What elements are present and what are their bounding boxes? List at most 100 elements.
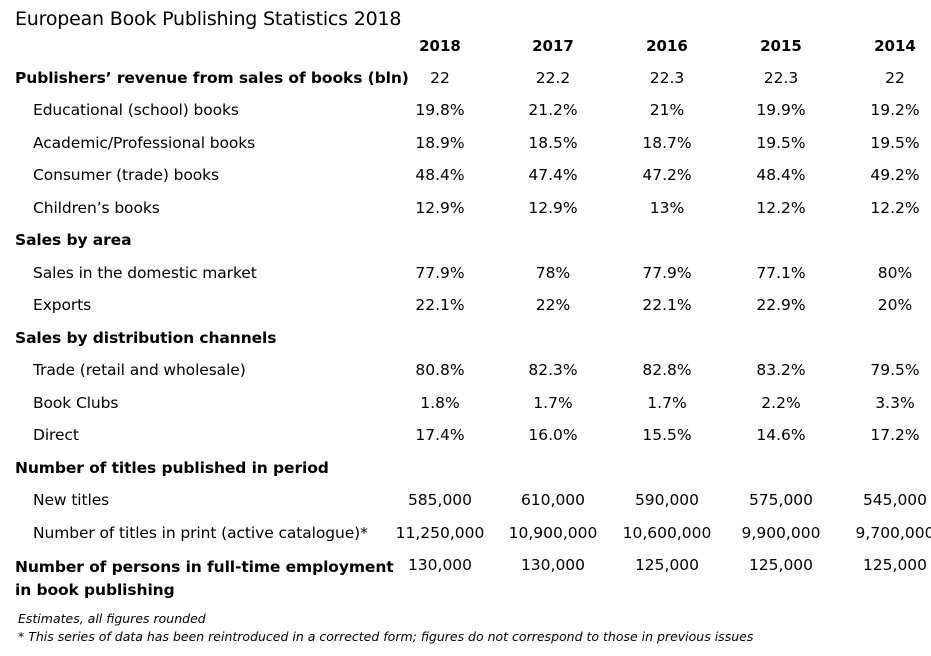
value-cell: 47.2% <box>642 166 692 184</box>
table-row: New titles 585,000 610,000 590,000 575,000 54… <box>0 491 931 519</box>
value-cell: 130,000 <box>407 556 473 574</box>
row-label-text: Number of titles published in period <box>15 459 329 477</box>
value-cell: 21.2% <box>528 101 578 119</box>
value-cell: 22.9% <box>756 296 806 314</box>
year-header-2016: 2016 <box>646 37 688 55</box>
value-cell: 22 <box>430 69 450 87</box>
row-label-text: Number of titles in print (active catalo… <box>33 524 368 542</box>
value-cell: 48.4% <box>756 166 806 184</box>
value-cell: 12.9% <box>528 199 578 217</box>
value-cell: 47.4% <box>528 166 578 184</box>
value-cell: 19.8% <box>415 101 465 119</box>
row-label-text: Sales in the domestic market <box>33 264 257 282</box>
table-row: Number of persons in full-time employmen… <box>0 556 931 599</box>
value-cell: 125,000 <box>748 556 814 574</box>
value-cell: 21% <box>649 101 685 119</box>
value-cell: 125,000 <box>634 556 700 574</box>
table-row: Sales by distribution channels <box>0 329 931 357</box>
value-cell: 11,250,000 <box>395 524 485 542</box>
row-label: Exports <box>33 296 91 314</box>
value-cell: 9,700,000 <box>855 524 931 542</box>
value-cell: 17.4% <box>415 426 465 444</box>
value-cell: 17.2% <box>870 426 920 444</box>
row-label: Trade (retail and wholesale) <box>33 361 246 379</box>
row-label-text: Direct <box>33 426 79 444</box>
value-cell: 49.2% <box>870 166 920 184</box>
value-cell: 19.9% <box>756 101 806 119</box>
value-cell: 78% <box>535 264 571 282</box>
value-cell: 22.1% <box>642 296 692 314</box>
table-row: Academic/Professional books 18.9% 18.5% 18.… <box>0 134 931 162</box>
row-label: Direct <box>33 426 79 444</box>
table-row: Educational (school) books 19.8% 21.2% 21% 1… <box>0 101 931 129</box>
table-row: Publishers’ revenue from sales of books … <box>0 69 931 97</box>
value-cell: 12.2% <box>870 199 920 217</box>
value-cell: 22.2 <box>535 69 571 87</box>
row-label: Educational (school) books <box>33 101 239 119</box>
row-label: Number of titles in print (active catalo… <box>33 524 368 542</box>
table-row: Sales in the domestic market 77.9% 78% 77.9… <box>0 264 931 292</box>
value-cell: 1.8% <box>420 394 460 412</box>
value-cell: 610,000 <box>520 491 586 509</box>
value-cell: 18.7% <box>642 134 692 152</box>
table-row: Number of titles in print (active catalo… <box>0 524 931 552</box>
table-row: Consumer (trade) books 48.4% 47.4% 47.2% 48.… <box>0 166 931 194</box>
value-cell: 18.5% <box>528 134 578 152</box>
row-label-text: Trade (retail and wholesale) <box>33 361 246 379</box>
table-row: Sales by area <box>0 231 931 259</box>
row-label-text: Publishers’ revenue from sales of books … <box>15 69 409 87</box>
value-cell: 22.3 <box>649 69 685 87</box>
value-cell: 12.9% <box>415 199 465 217</box>
section-label: Sales by area <box>15 231 132 249</box>
table-row: Direct 17.4% 16.0% 15.5% 14.6% 17.2% <box>0 426 931 454</box>
row-label: Academic/Professional books <box>33 134 255 152</box>
value-cell: 77.1% <box>756 264 806 282</box>
value-cell: 77.9% <box>642 264 692 282</box>
row-label-text: Number of persons in full-time employmen… <box>15 558 394 576</box>
value-cell: 80% <box>877 264 913 282</box>
value-cell: 9,900,000 <box>741 524 821 542</box>
row-label-text: Sales by distribution channels <box>15 329 277 347</box>
value-cell: 590,000 <box>634 491 700 509</box>
value-cell: 19.2% <box>870 101 920 119</box>
value-cell: 2.2% <box>761 394 801 412</box>
row-label-text: Children’s books <box>33 199 160 217</box>
table-row: Number of titles published in period <box>0 459 931 487</box>
value-cell: 1.7% <box>647 394 687 412</box>
table-row: Trade (retail and wholesale) 80.8% 82.3% 82… <box>0 361 931 389</box>
value-cell: 130,000 <box>520 556 586 574</box>
value-cell: 82.8% <box>642 361 692 379</box>
row-label-text: Book Clubs <box>33 394 119 412</box>
year-header-2015: 2015 <box>760 37 802 55</box>
note-correction: * This series of data has been reintrodu… <box>18 629 754 644</box>
value-cell: 13% <box>649 199 685 217</box>
year-header-2014: 2014 <box>874 37 916 55</box>
row-label-text: Exports <box>33 296 92 314</box>
section-label: Number of titles published in period <box>15 459 329 477</box>
row-label: Sales in the domestic market <box>33 264 257 282</box>
value-cell: 22.1% <box>415 296 465 314</box>
value-cell: 15.5% <box>642 426 692 444</box>
row-label-text-line2: in book publishing <box>15 581 175 599</box>
value-cell: 1.7% <box>533 394 573 412</box>
value-cell: 22% <box>535 296 571 314</box>
value-cell: 80.8% <box>415 361 465 379</box>
value-cell: 77.9% <box>415 264 465 282</box>
value-cell: 22.3 <box>763 69 799 87</box>
row-label-text: Educational (school) books <box>33 101 239 119</box>
value-cell: 83.2% <box>756 361 806 379</box>
value-cell: 18.9% <box>415 134 465 152</box>
value-cell: 16.0% <box>528 426 578 444</box>
note-estimates: Estimates, all figures rounded <box>18 611 206 626</box>
value-cell: 22 <box>885 69 905 87</box>
year-header-2018: 2018 <box>419 37 461 55</box>
value-cell: 48.4% <box>415 166 465 184</box>
value-cell: 545,000 <box>862 491 928 509</box>
row-label: Book Clubs <box>33 394 118 412</box>
year-header-2017: 2017 <box>532 37 574 55</box>
row-label-text: Academic/Professional books <box>33 134 256 152</box>
value-cell: 585,000 <box>407 491 473 509</box>
value-cell: 125,000 <box>862 556 928 574</box>
value-cell: 10,900,000 <box>508 524 598 542</box>
table-row: Exports 22.1% 22% 22.1% 22.9% 20% <box>0 296 931 324</box>
